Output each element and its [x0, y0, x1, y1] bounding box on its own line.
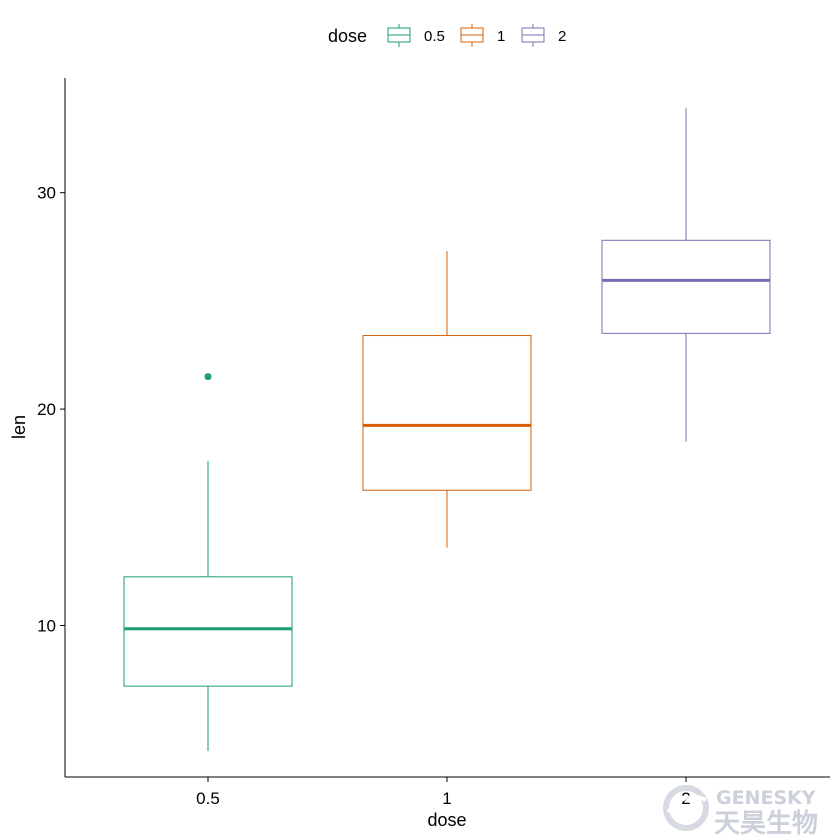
outlier-point: [204, 373, 212, 381]
box-2: [601, 108, 771, 442]
legend: dose 0.5 1 2: [328, 24, 566, 47]
legend-title: dose: [328, 26, 367, 46]
box-iqr: [362, 335, 532, 491]
x-tick-label: 1: [442, 789, 451, 808]
watermark-latin: GENESKY: [716, 787, 816, 809]
legend-label: 1: [497, 28, 505, 45]
box-1: [362, 251, 532, 548]
watermark: GENESKY 天昊生物: [663, 785, 818, 839]
legend-label: 0.5: [424, 28, 445, 45]
box-0: [123, 373, 293, 752]
boxes: [123, 108, 771, 752]
box-iqr: [123, 576, 293, 687]
x-tick-label: 0.5: [196, 789, 220, 808]
box-iqr: [601, 239, 771, 334]
legend-item-0: 0.5: [387, 24, 445, 47]
legend-item-1: 1: [460, 24, 505, 47]
x-axis-title: dose: [427, 810, 466, 830]
legend-item-2: 2: [521, 24, 566, 47]
y-axis-title: len: [9, 415, 29, 439]
legend-label: 2: [558, 28, 566, 45]
watermark-chinese: 天昊生物: [714, 809, 818, 839]
y-tick-label: 20: [37, 400, 56, 419]
y-tick-label: 30: [37, 184, 56, 203]
y-tick-label: 10: [37, 617, 56, 636]
genesky-logo-icon: [663, 785, 709, 831]
